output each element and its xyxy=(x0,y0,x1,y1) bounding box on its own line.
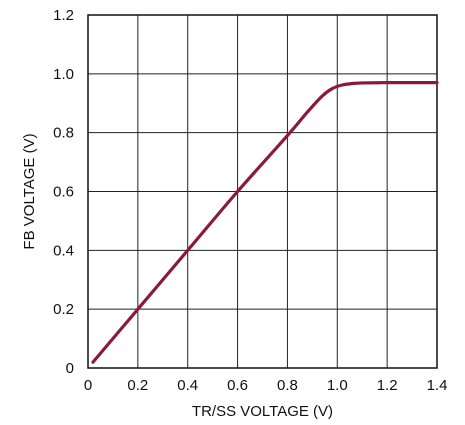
y-axis-label: FB VOLTAGE (V) xyxy=(21,133,38,249)
y-tick-labels: 0 0.2 0.4 0.6 0.8 1.0 1.2 xyxy=(53,7,74,377)
y-tick-label: 0.2 xyxy=(53,301,74,318)
x-tick-label: 1.2 xyxy=(377,377,398,394)
x-tick-label: 0.2 xyxy=(127,377,148,394)
x-axis-label: TR/SS VOLTAGE (V) xyxy=(192,403,333,420)
y-tick-label: 1.0 xyxy=(53,66,74,83)
y-tick-label: 0.6 xyxy=(53,184,74,201)
y-tick-label: 1.2 xyxy=(53,7,74,24)
x-tick-label: 0.8 xyxy=(277,377,298,394)
series-line xyxy=(91,81,439,364)
series-group xyxy=(91,81,439,364)
x-tick-label: 1.0 xyxy=(327,377,348,394)
y-tick-label: 0.4 xyxy=(53,242,74,259)
y-tick-label: 0.8 xyxy=(53,125,74,142)
plot-frame xyxy=(87,14,438,369)
y-tick-label: 0 xyxy=(66,360,74,377)
x-tick-label: 0.6 xyxy=(227,377,248,394)
grid xyxy=(88,15,437,368)
x-tick-label: 0.4 xyxy=(177,377,198,394)
x-tick-labels: 0 0.2 0.4 0.6 0.8 1.0 1.2 1.4 xyxy=(84,377,448,394)
x-tick-label: 1.4 xyxy=(427,377,448,394)
x-tick-label: 0 xyxy=(84,377,92,394)
